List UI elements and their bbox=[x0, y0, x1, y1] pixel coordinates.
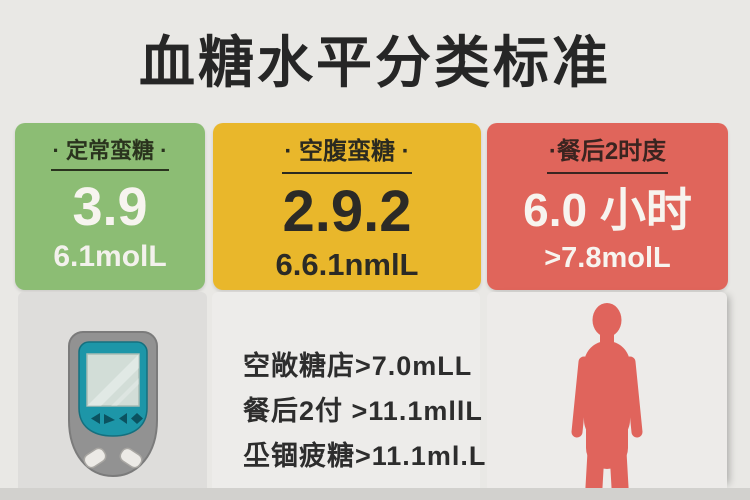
card-postmeal-value: 6.0 小时 bbox=[523, 183, 692, 236]
page-title: 血糖水平分类标准 bbox=[139, 31, 611, 94]
card-postmeal-blood-sugar: ·餐后2时庋 6.0 小时 >7.8molL bbox=[487, 123, 728, 290]
card-fasting-value: 2.9.2 bbox=[282, 178, 412, 244]
panel-criteria: 空敞糖店>7.0mLL 餐后2付 >11.1mllL 坕锢疲糖>11.1ml.L bbox=[212, 292, 485, 488]
panel-person bbox=[487, 292, 727, 488]
card-normal-header: · 定常蛮糖 · bbox=[50, 138, 170, 172]
person-silhouette-icon bbox=[537, 302, 677, 488]
card-normal-unit: 6.1molL bbox=[53, 240, 167, 274]
card-postmeal-header: ·餐后2时庋 bbox=[546, 138, 669, 174]
glucose-meter-icon bbox=[67, 330, 159, 487]
criteria-line-random: 坕锢疲糖>11.1ml.L bbox=[243, 441, 487, 471]
card-normal-value: 3.9 bbox=[72, 177, 148, 238]
card-fasting-header: · 空腹蛮糖 · bbox=[282, 138, 412, 174]
card-normal-blood-sugar: · 定常蛮糖 · 3.9 6.1molL bbox=[15, 123, 205, 290]
card-postmeal-unit: >7.8molL bbox=[544, 242, 671, 275]
criteria-line-fasting: 空敞糖店>7.0mLL bbox=[243, 351, 473, 381]
criteria-list: 空敞糖店>7.0mLL 餐后2付 >11.1mllL 坕锢疲糖>11.1ml.L bbox=[243, 344, 486, 479]
card-fasting-unit: 6.6.1nmlL bbox=[275, 246, 419, 282]
card-fasting-blood-sugar: · 空腹蛮糖 · 2.9.2 6.6.1nmlL bbox=[213, 123, 481, 290]
criteria-line-postmeal: 餐后2付 >11.1mllL bbox=[243, 396, 483, 426]
panel-glucose-meter bbox=[18, 292, 207, 488]
bottom-strip bbox=[0, 488, 750, 500]
